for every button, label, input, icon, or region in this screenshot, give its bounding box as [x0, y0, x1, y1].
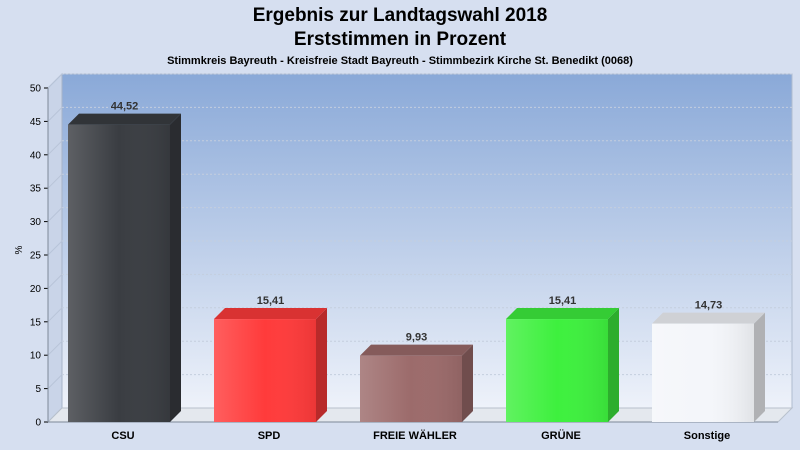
y-tick-label: 5 [35, 384, 41, 395]
gridline-side [47, 340, 63, 356]
y-tick-label: 30 [30, 217, 42, 228]
data-label: 44,52 [111, 101, 139, 113]
gridline-side [47, 173, 63, 189]
bar-shine [214, 319, 316, 422]
gridline-side [47, 240, 63, 256]
bar-side [462, 344, 473, 422]
bar-shine [652, 323, 754, 422]
y-tick-label: 45 [30, 117, 42, 128]
y-tick-label: 10 [30, 351, 42, 362]
gridline-side [47, 73, 63, 89]
y-tick-label: 20 [30, 284, 42, 295]
y-tick-label: 50 [30, 84, 42, 95]
y-axis-label: % [14, 245, 25, 254]
y-tick-label: 15 [30, 317, 42, 328]
bar-side [316, 308, 327, 422]
bar-top [68, 113, 181, 125]
bar-top [214, 308, 327, 320]
x-tick-label: CSU [111, 430, 134, 442]
y-tick-label: 25 [30, 251, 42, 262]
x-tick-label: Sonstige [684, 430, 730, 442]
bar-top [652, 312, 765, 324]
data-label: 14,73 [695, 300, 723, 312]
gridline-side [47, 374, 63, 389]
x-tick-label: SPD [258, 430, 281, 442]
y-tick-label: 40 [30, 150, 42, 161]
data-label: 15,41 [257, 295, 285, 307]
bar-side [608, 308, 619, 422]
y-tick-label: 35 [30, 184, 42, 195]
bar-side [754, 312, 765, 422]
bar-side [170, 113, 181, 423]
gridline-side [47, 140, 63, 156]
bar-shine [506, 319, 608, 422]
gridline-side [47, 274, 63, 289]
chart-subtitle: Stimmkreis Bayreuth - Kreisfreie Stadt B… [167, 55, 633, 67]
data-label: 15,41 [549, 295, 577, 307]
x-tick-label: GRÜNE [541, 429, 581, 442]
data-label: 9,93 [406, 332, 427, 344]
chart-title-line2: Erststimmen in Prozent [293, 29, 507, 50]
gridline-side [47, 107, 63, 122]
bar-top [360, 344, 473, 356]
bar-shine [68, 124, 170, 423]
gridline-side [47, 207, 63, 222]
y-tick-label: 0 [35, 418, 41, 429]
bar-top [506, 308, 619, 320]
bar-shine [360, 355, 462, 422]
chart-title: Ergebnis zur Landtagswahl 2018 [252, 5, 548, 26]
gridline-side [47, 307, 63, 323]
x-tick-label: FREIE WÄHLER [373, 429, 457, 442]
